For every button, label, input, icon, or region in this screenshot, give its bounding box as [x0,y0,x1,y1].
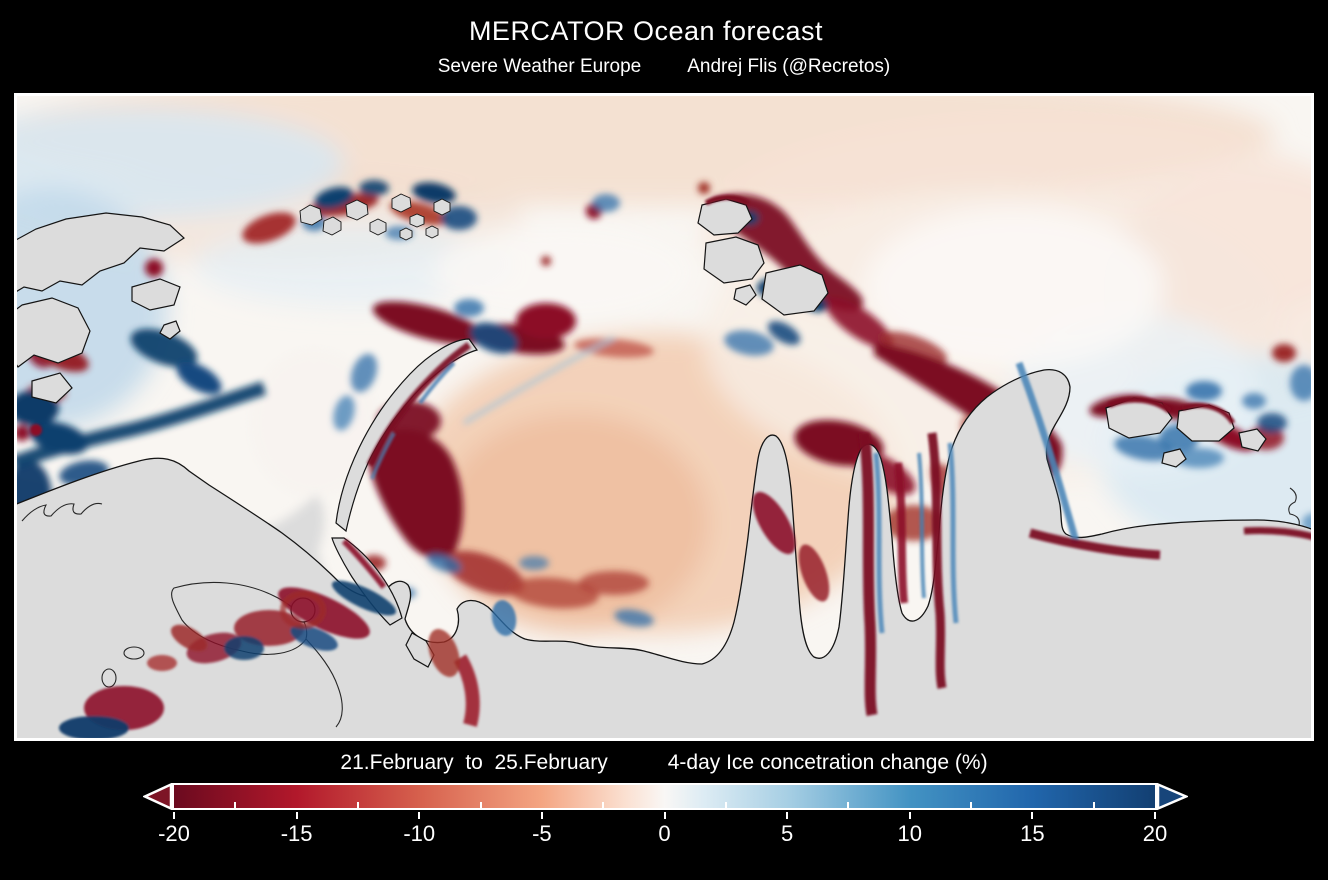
colorbar-minor-tick [356,802,359,808]
map-panel [14,93,1314,741]
colorbar-right-arrow-icon [1157,783,1188,810]
coastal-anomaly-layer [30,194,1314,740]
colorbar-minor-tick [970,802,973,808]
colorbar-gradient-bar: -20 -15 -10 -5 0 5 10 15 20 [158,783,1167,846]
colorbar-minor-tick [847,802,850,808]
colorbar-tick-label: 5 [781,821,794,846]
credit-right: Andrej Flis (@Recretos) [687,56,891,77]
franz-josef-land [299,193,451,241]
colorbar-minor-tick [724,802,727,808]
figure-title: MERCATOR Ocean forecast [468,16,824,46]
map-frame [14,93,1314,741]
colorbar-tick-label: -5 [532,821,552,846]
colorbar-minor-tick [479,802,482,808]
colorbar-tick-label: -10 [403,821,436,846]
colorbar-major-tick [173,812,175,819]
colorbar-major-tick [540,812,543,819]
svalbard [14,212,185,404]
colorbar-tick-label: -15 [280,821,313,846]
colorbar-left-arrow-icon [143,783,172,810]
colorbar-tick-label: -20 [158,821,190,846]
colorbar-major-tick [1031,812,1034,819]
colorbar-minor-tick [1092,802,1095,808]
date-range-label: 21.February to 25.February [340,751,608,774]
credit-left: Severe Weather Europe [437,56,642,77]
colorbar-tick-label: 0 [658,821,671,846]
mainland-eurasia [14,368,1314,741]
colorbar-major-tick [1154,812,1156,819]
colorbar-caption: 21.February to 25.February 4-day Ice conc… [0,751,1328,775]
islands-layer [14,193,1267,668]
colorbar-major-tick [418,812,421,819]
figure-subtitle: Severe Weather Europe Andrej Flis (@Recre… [0,56,1328,78]
colorbar: -20 -15 -10 -5 0 5 10 15 20 [143,783,1188,846]
colorbar-minor-tick [234,802,237,808]
colorbar-major-tick [295,812,298,819]
colorbar-tick-label: 15 [1020,821,1045,846]
new-siberian-islands [1105,397,1267,468]
colorbar-major-tick [786,812,789,819]
colorbar-tick-label: 10 [897,821,922,846]
colorbar-major-tick [908,812,911,819]
variable-label: 4-day Ice concetration change (%) [667,751,988,774]
severnaya-zemlya [697,198,829,316]
colorbar-minor-tick [602,802,605,808]
coastline-details [21,487,1300,728]
arctic-ice-change-map [14,93,1314,741]
colorbar-tick-label: 20 [1142,821,1168,846]
colorbar-major-tick [663,812,666,819]
